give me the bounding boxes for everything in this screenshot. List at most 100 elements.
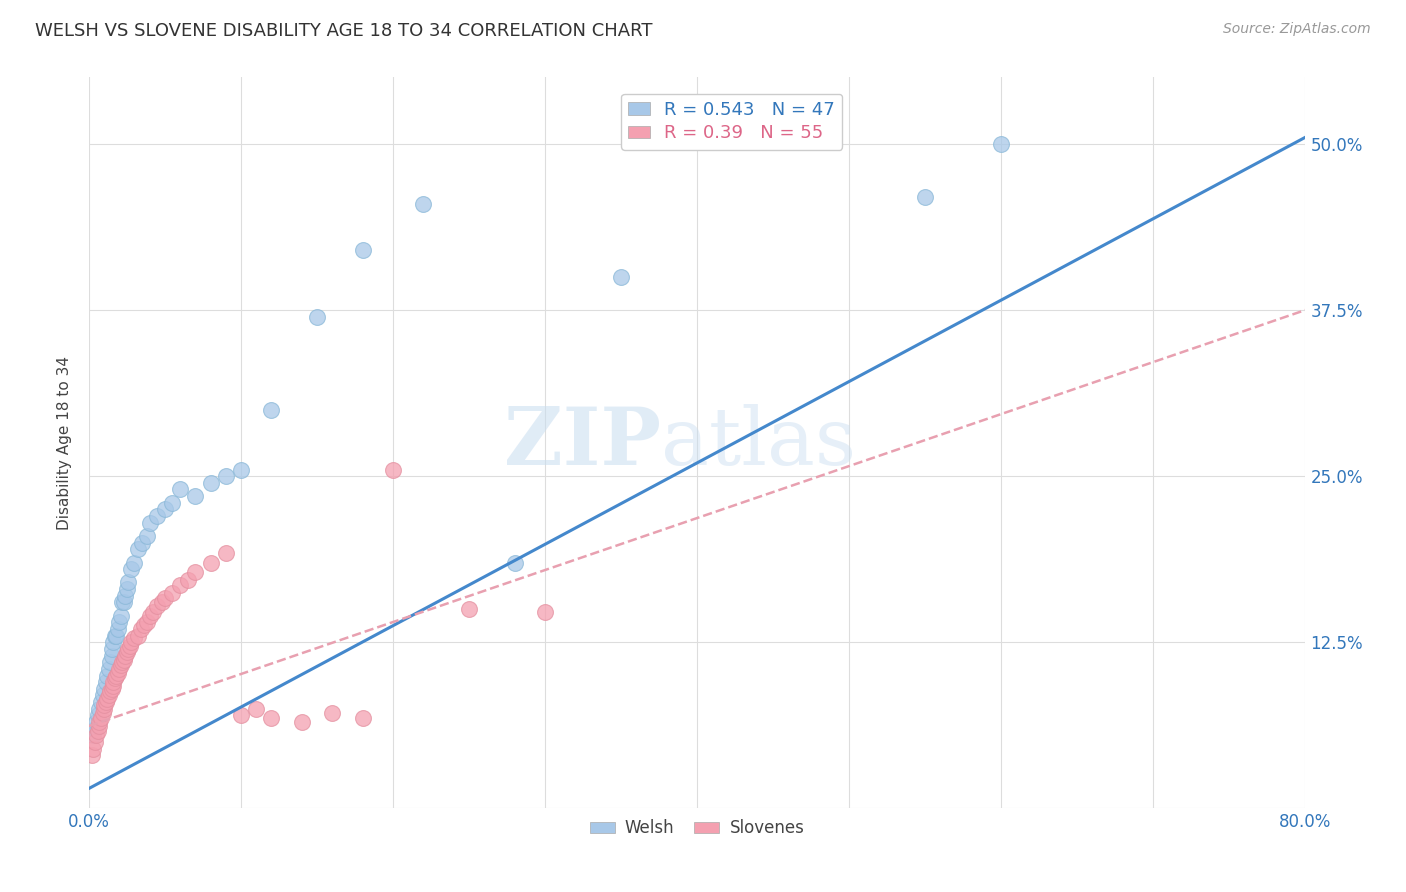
Point — [146, 599, 169, 614]
Point — [107, 665, 129, 680]
Point — [131, 535, 153, 549]
Point — [127, 629, 149, 643]
Point — [87, 724, 110, 739]
Point — [135, 529, 157, 543]
Text: ZIP: ZIP — [503, 404, 661, 482]
Point — [90, 695, 112, 709]
Point — [135, 615, 157, 630]
Point — [382, 462, 405, 476]
Point — [260, 402, 283, 417]
Point — [104, 671, 127, 685]
Point — [138, 516, 160, 530]
Point — [94, 675, 117, 690]
Point — [142, 605, 165, 619]
Point — [184, 489, 207, 503]
Point — [93, 681, 115, 696]
Point — [138, 608, 160, 623]
Point — [105, 629, 128, 643]
Point — [124, 556, 146, 570]
Point — [89, 702, 111, 716]
Point — [91, 689, 114, 703]
Point — [111, 655, 134, 669]
Point — [105, 668, 128, 682]
Point — [98, 655, 121, 669]
Point — [120, 635, 142, 649]
Point — [129, 622, 152, 636]
Point — [153, 591, 176, 606]
Point — [111, 595, 134, 609]
Point — [169, 578, 191, 592]
Point — [146, 509, 169, 524]
Point — [162, 586, 184, 600]
Point — [115, 645, 138, 659]
Point — [84, 722, 107, 736]
Point — [169, 483, 191, 497]
Point — [97, 689, 120, 703]
Point — [118, 640, 141, 654]
Point — [108, 615, 131, 630]
Point — [503, 556, 526, 570]
Point — [352, 711, 374, 725]
Point — [110, 657, 132, 672]
Point — [412, 196, 434, 211]
Point — [94, 695, 117, 709]
Point — [162, 496, 184, 510]
Point — [100, 642, 122, 657]
Point — [108, 662, 131, 676]
Point — [80, 748, 103, 763]
Point — [153, 502, 176, 516]
Point — [990, 136, 1012, 151]
Point — [89, 714, 111, 729]
Point — [101, 675, 124, 690]
Point — [120, 562, 142, 576]
Point — [305, 310, 328, 324]
Point — [101, 679, 124, 693]
Point — [91, 706, 114, 720]
Point — [124, 632, 146, 646]
Point — [112, 595, 135, 609]
Point — [114, 589, 136, 603]
Point — [215, 546, 238, 560]
Point — [100, 681, 122, 696]
Point — [104, 629, 127, 643]
Point — [534, 605, 557, 619]
Point — [82, 728, 104, 742]
Point — [127, 542, 149, 557]
Point — [115, 582, 138, 596]
Point — [86, 714, 108, 729]
Point — [90, 711, 112, 725]
Point — [610, 269, 633, 284]
Point — [150, 595, 173, 609]
Y-axis label: Disability Age 18 to 34: Disability Age 18 to 34 — [58, 356, 72, 530]
Text: WELSH VS SLOVENE DISABILITY AGE 18 TO 34 CORRELATION CHART: WELSH VS SLOVENE DISABILITY AGE 18 TO 34… — [35, 22, 652, 40]
Text: atlas: atlas — [661, 404, 856, 482]
Point — [245, 702, 267, 716]
Point — [89, 719, 111, 733]
Point — [112, 652, 135, 666]
Point — [107, 622, 129, 636]
Point — [200, 475, 222, 490]
Point — [200, 556, 222, 570]
Point — [117, 575, 139, 590]
Point — [229, 708, 252, 723]
Point — [914, 190, 936, 204]
Point — [458, 602, 481, 616]
Point — [98, 684, 121, 698]
Point — [96, 668, 118, 682]
Point — [110, 608, 132, 623]
Point — [117, 642, 139, 657]
Point — [132, 618, 155, 632]
Point — [96, 692, 118, 706]
Text: Source: ZipAtlas.com: Source: ZipAtlas.com — [1223, 22, 1371, 37]
Point — [114, 648, 136, 663]
Point — [229, 462, 252, 476]
Point — [97, 662, 120, 676]
Point — [321, 706, 343, 720]
Point — [184, 565, 207, 579]
Legend: Welsh, Slovenes: Welsh, Slovenes — [583, 813, 811, 844]
Point — [352, 244, 374, 258]
Point — [100, 648, 122, 663]
Point — [82, 741, 104, 756]
Point — [87, 708, 110, 723]
Point — [176, 573, 198, 587]
